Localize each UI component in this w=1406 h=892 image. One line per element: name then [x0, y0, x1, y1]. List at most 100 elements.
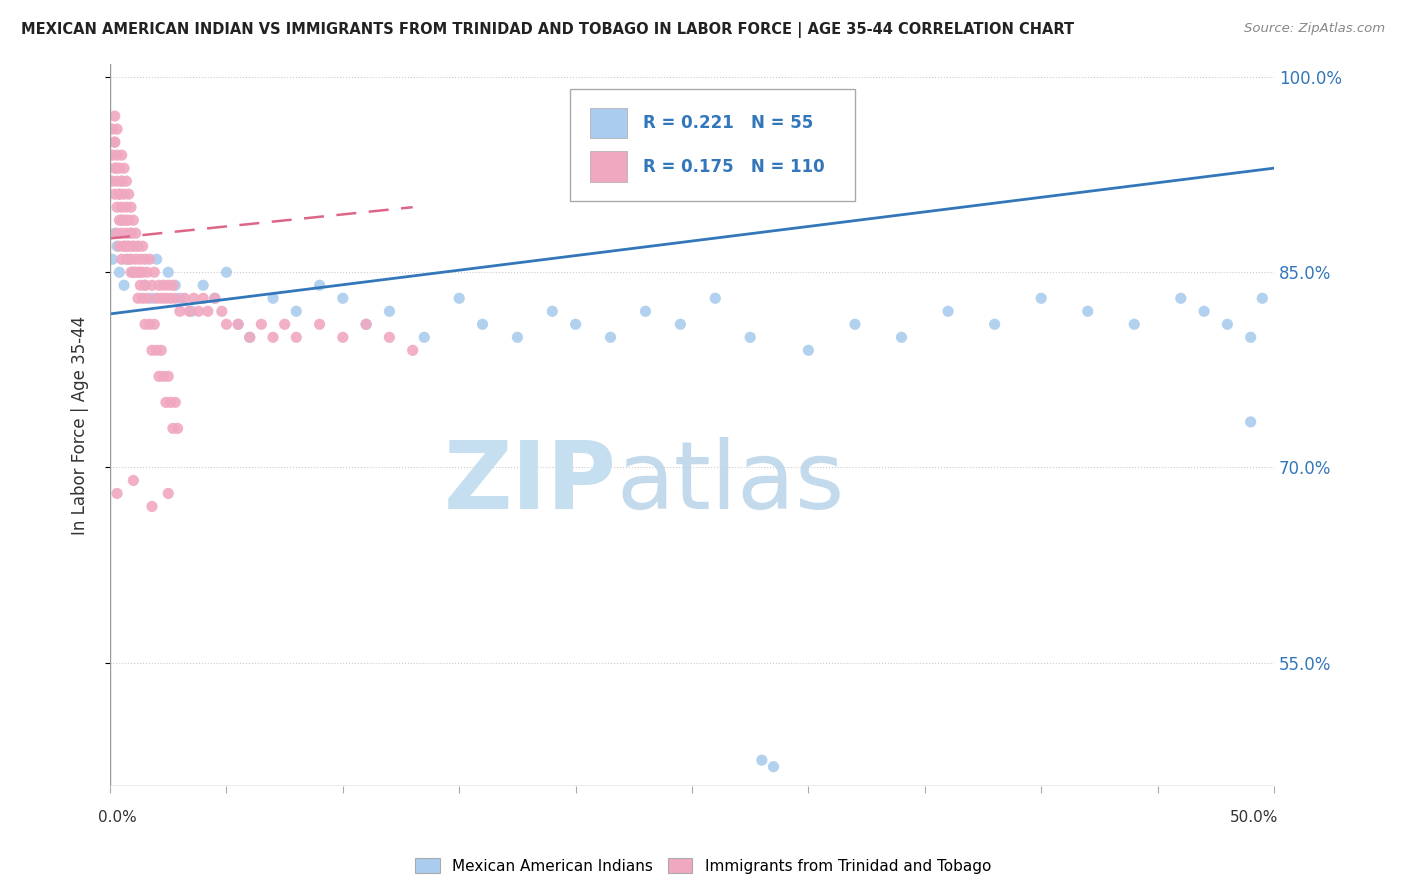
- Point: [112, 278, 135, 293]
- Point: [180, 304, 202, 318]
- Point: [124, 265, 146, 279]
- Point: [129, 265, 152, 279]
- Point: [169, 291, 191, 305]
- Point: [105, 174, 128, 188]
- Point: [226, 318, 249, 332]
- Point: [108, 265, 131, 279]
- Point: [108, 213, 131, 227]
- Point: [152, 278, 174, 293]
- Point: [155, 291, 177, 305]
- Point: [183, 291, 205, 305]
- Point: [115, 252, 138, 267]
- Point: [141, 278, 163, 293]
- Point: [166, 421, 188, 435]
- Point: [250, 318, 273, 332]
- Point: [111, 174, 134, 188]
- Point: [1240, 415, 1263, 429]
- Point: [157, 369, 180, 384]
- Point: [402, 343, 425, 358]
- Point: [1077, 304, 1099, 318]
- Point: [152, 369, 174, 384]
- Point: [1216, 318, 1239, 332]
- Point: [193, 278, 215, 293]
- Point: [104, 161, 127, 176]
- Text: atlas: atlas: [616, 437, 845, 529]
- Point: [273, 318, 295, 332]
- Point: [129, 278, 152, 293]
- Point: [162, 421, 184, 435]
- Point: [150, 291, 173, 305]
- Point: [1240, 330, 1263, 344]
- Point: [122, 239, 145, 253]
- Point: [104, 135, 127, 149]
- Point: [332, 330, 354, 344]
- Point: [471, 318, 494, 332]
- Point: [108, 239, 131, 253]
- Point: [118, 239, 141, 253]
- Point: [285, 304, 308, 318]
- Text: 50.0%: 50.0%: [1230, 810, 1278, 824]
- Point: [122, 213, 145, 227]
- Point: [124, 252, 146, 267]
- Point: [751, 753, 773, 767]
- Point: [118, 187, 141, 202]
- Point: [111, 226, 134, 240]
- Point: [111, 148, 134, 162]
- Point: [215, 318, 238, 332]
- Bar: [589, 152, 627, 182]
- Point: [141, 343, 163, 358]
- Point: [162, 278, 184, 293]
- Point: [131, 291, 153, 305]
- Point: [145, 252, 167, 267]
- Point: [669, 318, 692, 332]
- Point: [844, 318, 866, 332]
- Point: [1123, 318, 1146, 332]
- Point: [159, 395, 181, 409]
- Point: [118, 213, 141, 227]
- Point: [136, 265, 159, 279]
- Point: [115, 200, 138, 214]
- Point: [120, 200, 142, 214]
- Point: [145, 343, 167, 358]
- Point: [134, 318, 156, 332]
- Point: [165, 278, 187, 293]
- Point: [108, 187, 131, 202]
- Point: [564, 318, 586, 332]
- Point: [148, 278, 170, 293]
- FancyBboxPatch shape: [569, 89, 855, 202]
- Point: [127, 239, 149, 253]
- Point: [936, 304, 959, 318]
- Point: [308, 318, 330, 332]
- Point: [105, 200, 128, 214]
- Point: [104, 135, 127, 149]
- Point: [165, 395, 187, 409]
- Point: [115, 226, 138, 240]
- Point: [118, 239, 141, 253]
- Point: [134, 278, 156, 293]
- Bar: [589, 108, 627, 138]
- Point: [101, 252, 124, 267]
- Point: [105, 486, 128, 500]
- Point: [105, 122, 128, 136]
- Point: [165, 291, 187, 305]
- Point: [150, 343, 173, 358]
- Text: ZIP: ZIP: [443, 437, 616, 529]
- Point: [1192, 304, 1215, 318]
- Point: [138, 318, 160, 332]
- Point: [1031, 291, 1053, 305]
- Point: [157, 265, 180, 279]
- Point: [101, 122, 124, 136]
- Point: [129, 252, 152, 267]
- Point: [285, 330, 308, 344]
- Y-axis label: In Labor Force | Age 35-44: In Labor Force | Age 35-44: [72, 316, 89, 534]
- Text: Source: ZipAtlas.com: Source: ZipAtlas.com: [1244, 22, 1385, 36]
- Point: [111, 213, 134, 227]
- Point: [378, 330, 401, 344]
- Point: [127, 265, 149, 279]
- Point: [120, 226, 142, 240]
- Point: [332, 291, 354, 305]
- Point: [193, 291, 215, 305]
- Point: [157, 486, 180, 500]
- Point: [136, 291, 159, 305]
- Point: [204, 291, 226, 305]
